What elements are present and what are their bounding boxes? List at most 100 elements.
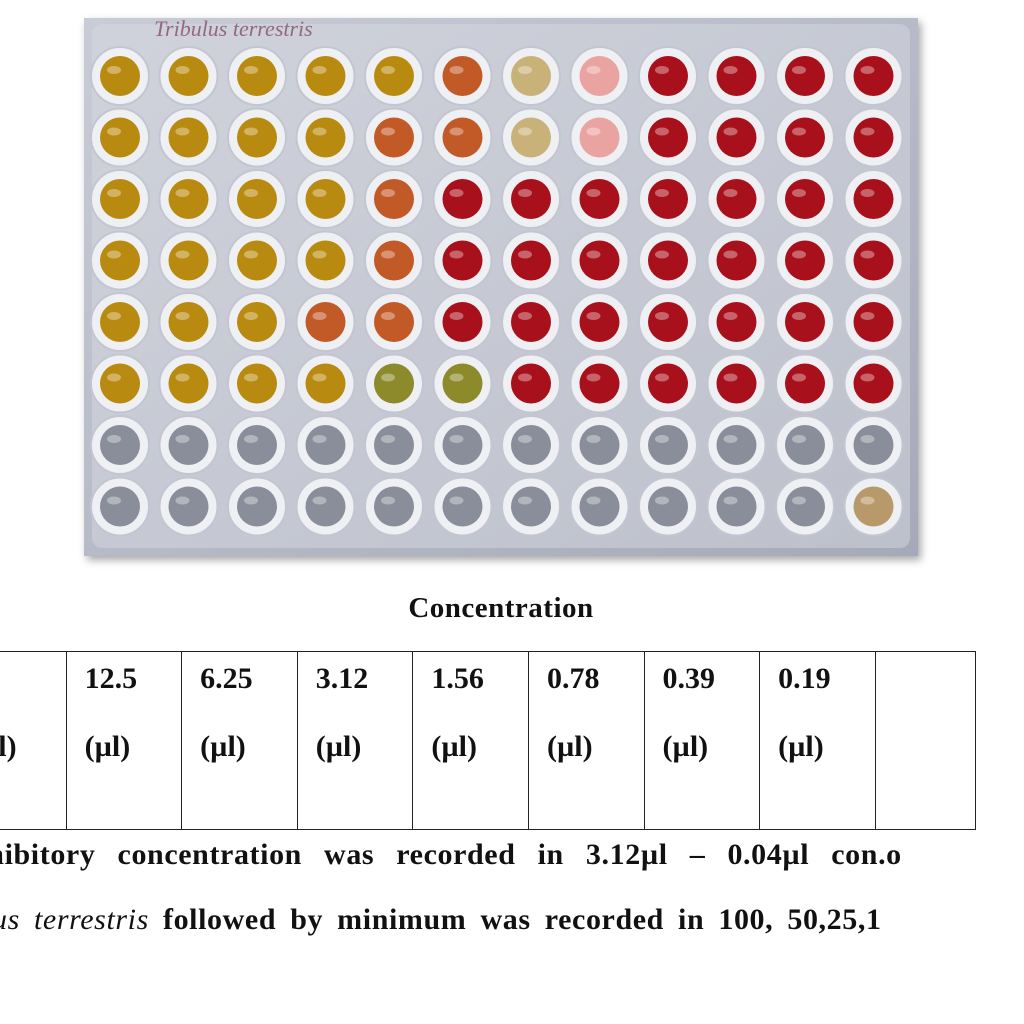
well [716, 363, 757, 404]
well-highlight [586, 189, 601, 197]
well-highlight [312, 312, 327, 320]
table-row: 25 (µl) 12.5 (µl) 6.25 (µl) 3.12 (µl) 1.56 (µ… [0, 651, 977, 830]
well-highlight [449, 373, 464, 382]
well [237, 240, 277, 281]
well-highlight [723, 66, 738, 74]
well-highlight [655, 189, 669, 197]
well-highlight [655, 312, 669, 320]
well-highlight [449, 66, 464, 74]
microplate-photo: Tribulus terrestris [84, 18, 918, 556]
well [716, 56, 757, 96]
well [853, 425, 894, 465]
well [785, 179, 825, 219]
well [100, 56, 140, 96]
cell-unit: (µl) [778, 730, 824, 763]
well [442, 486, 483, 527]
well [853, 117, 894, 158]
well-highlight [518, 312, 532, 320]
concentration-table: 25 (µl) 12.5 (µl) 6.25 (µl) 3.12 (µl) 1.56 (µ… [0, 651, 977, 830]
well [374, 302, 414, 342]
well-highlight [792, 127, 806, 136]
well-highlight [723, 312, 738, 320]
well [100, 425, 140, 465]
well [648, 302, 688, 342]
well [716, 302, 757, 342]
well [579, 117, 620, 158]
well [442, 179, 483, 219]
well [237, 302, 277, 342]
well [374, 240, 414, 281]
well-highlight [244, 435, 258, 443]
table-cell: 0.78 (µl) [527, 651, 645, 830]
well-highlight [244, 373, 258, 382]
well-highlight [860, 496, 875, 505]
well [853, 179, 894, 219]
well-highlight [449, 496, 464, 505]
well-highlight [175, 435, 190, 443]
well-highlight [244, 127, 258, 136]
well [442, 425, 483, 465]
well [305, 179, 346, 219]
cell-value: 0.78 [546, 662, 600, 695]
well-highlight [586, 66, 601, 74]
well-highlight [518, 373, 532, 382]
well [511, 302, 551, 342]
well [511, 240, 551, 281]
well-highlight [792, 312, 806, 320]
well-highlight [586, 250, 601, 259]
well-highlight [107, 189, 121, 197]
well [374, 425, 414, 465]
well [853, 486, 894, 527]
cell-value: 6.25 [200, 662, 253, 695]
well [648, 56, 688, 96]
well-highlight [655, 127, 669, 136]
well-highlight [244, 189, 258, 197]
well-highlight [449, 250, 464, 259]
well-highlight [381, 373, 395, 382]
well-highlight [175, 189, 190, 197]
well-highlight [586, 435, 601, 443]
plate-background [84, 18, 918, 556]
cell-value: 25 [0, 662, 66, 696]
well [374, 179, 414, 219]
well [716, 117, 757, 158]
well [785, 425, 825, 465]
well [579, 240, 620, 281]
well-highlight [312, 373, 327, 382]
well [442, 56, 483, 96]
well [716, 240, 757, 281]
well-highlight [312, 496, 327, 505]
well [374, 56, 414, 96]
well [168, 240, 209, 281]
well-highlight [860, 66, 875, 74]
well [511, 179, 551, 219]
well [579, 302, 620, 342]
table-cell: 1.56 (µl) [412, 651, 529, 830]
well-highlight [860, 127, 875, 136]
well-highlight [244, 496, 258, 505]
well-highlight [518, 66, 532, 74]
well-highlight [244, 66, 258, 74]
well-highlight [381, 127, 395, 136]
well-highlight [518, 189, 532, 197]
well [785, 240, 825, 281]
well [511, 56, 551, 96]
well [168, 486, 209, 527]
well [237, 179, 277, 219]
cell-unit: (µl) [84, 730, 131, 763]
well-highlight [381, 66, 395, 74]
well-highlight [107, 66, 121, 74]
well [305, 117, 346, 158]
table-cell [874, 651, 977, 830]
well-highlight [312, 189, 327, 197]
well [442, 302, 483, 342]
well [785, 486, 825, 527]
well-highlight [175, 127, 190, 136]
well-highlight [107, 312, 121, 320]
well-highlight [655, 435, 669, 443]
well-highlight [175, 373, 190, 382]
well-highlight [655, 250, 669, 259]
well [648, 117, 688, 158]
well [648, 179, 688, 219]
well-highlight [107, 496, 121, 505]
